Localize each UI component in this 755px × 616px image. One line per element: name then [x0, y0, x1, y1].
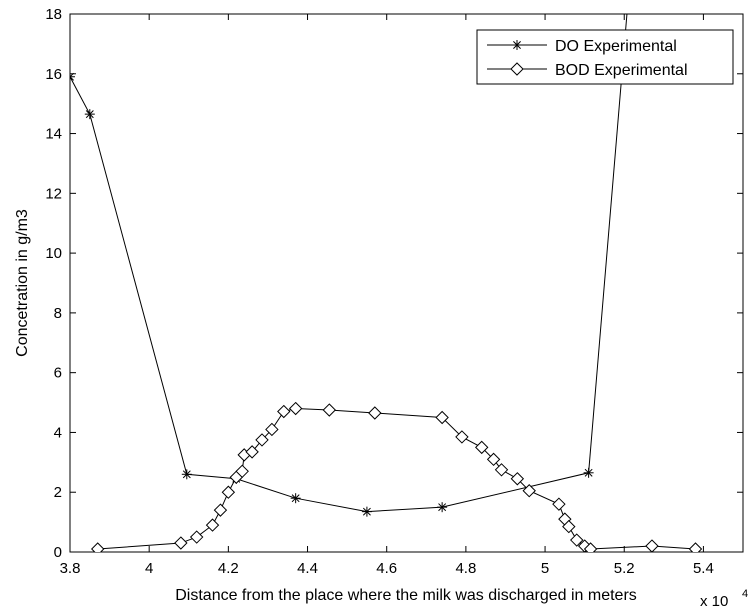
x-tick-label: 4.4 [297, 560, 318, 577]
y-tick-label: 14 [45, 126, 62, 143]
data-point [583, 467, 594, 478]
x-tick-label: 5.2 [614, 560, 635, 577]
legend-entry-do: DO Experimental [555, 38, 677, 55]
data-point [265, 422, 279, 437]
data-point [235, 464, 249, 479]
series-layer [70, 0, 703, 552]
legend-entry-bod: BOD Experimental [555, 62, 688, 79]
x-tick-label: 4.6 [376, 560, 397, 577]
x-axis-label: Distance from the place where the milk w… [175, 587, 637, 604]
y-tick-label: 8 [54, 305, 62, 322]
legend: DO Experimental BOD Experimental [476, 29, 734, 85]
y-tick-label: 6 [54, 365, 62, 382]
data-point [189, 530, 204, 544]
data-point [437, 502, 448, 513]
x-tick-label: 4.2 [218, 560, 239, 577]
data-point [255, 433, 269, 447]
data-point [322, 403, 337, 417]
y-tick-label: 2 [54, 484, 62, 501]
data-point [174, 536, 188, 550]
y-tick-label: 12 [45, 185, 62, 202]
data-point [435, 410, 449, 425]
data-point [552, 497, 566, 511]
data-point [213, 503, 228, 517]
data-point [623, 0, 633, 4]
data-point [583, 542, 598, 552]
data-point [510, 472, 525, 486]
data-point [70, 71, 75, 82]
data-point [570, 533, 584, 547]
x-multiplier-base: x 10 [700, 593, 728, 610]
x-tick-label: 4 [145, 560, 153, 577]
y-axis: 0 2 4 6 8 10 12 14 16 18 [45, 6, 743, 561]
data-point [486, 452, 501, 467]
data-point [290, 493, 301, 504]
legend-marker-asterisk [512, 40, 522, 50]
data-point [494, 463, 509, 477]
plot-area [69, 13, 744, 553]
y-axis-label: Concetration in g/m3 [14, 209, 31, 357]
x-multiplier-exponent: 4 [742, 588, 748, 600]
y-tick-label: 10 [45, 245, 62, 262]
x-tick-label: 5.4 [693, 560, 714, 577]
data-point [455, 430, 469, 444]
y-tick-label: 16 [45, 66, 62, 83]
data-point [277, 404, 291, 419]
x-tick-label: 3.8 [60, 560, 81, 577]
x-tick-label: 4.8 [455, 560, 476, 577]
data-point [688, 542, 703, 552]
x-multiplier: x 10 4 [700, 588, 748, 610]
data-point [91, 542, 105, 552]
data-point [181, 469, 192, 480]
x-axis: 3.8 4 4.2 4.4 4.6 4.8 5 5.2 5.4 [60, 14, 714, 577]
data-point [84, 109, 95, 120]
y-tick-label: 18 [45, 6, 62, 23]
data-point [205, 518, 220, 532]
y-tick-label: 4 [54, 424, 62, 441]
data-point [562, 519, 576, 534]
legend-box [476, 29, 734, 85]
data-point [522, 484, 536, 498]
data-point [645, 539, 659, 552]
series-bod [91, 401, 703, 552]
x-tick-label: 5 [541, 560, 549, 577]
legend-marker-diamond [510, 62, 524, 76]
data-point [288, 401, 303, 416]
data-point [221, 485, 236, 499]
data-point [361, 506, 372, 517]
data-point [475, 440, 489, 455]
data-point [368, 406, 382, 420]
series-do [70, 0, 633, 517]
data-point [245, 445, 259, 459]
y-tick-label: 0 [54, 544, 62, 561]
